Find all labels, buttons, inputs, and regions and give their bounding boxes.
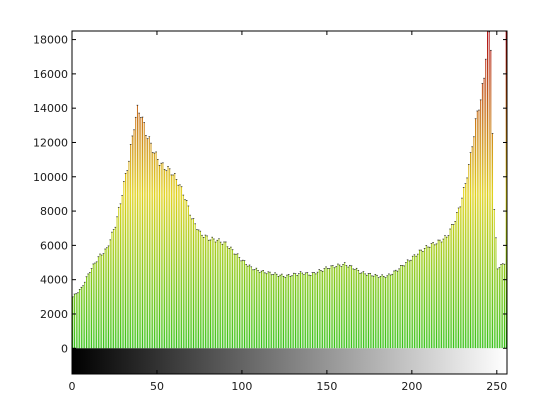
- x-tick-label: 150: [316, 380, 337, 393]
- y-tick-label: 12000: [33, 136, 68, 149]
- y-tick-label: 8000: [40, 205, 68, 218]
- x-tick-label: 100: [231, 380, 252, 393]
- x-axis-ticks: 0 50 100 150 200 250: [69, 31, 507, 393]
- plot-frame: [71, 30, 508, 375]
- plot-area-border: [71, 30, 508, 375]
- x-tick-label: 200: [401, 380, 422, 393]
- y-axis-ticks: 0 2000 4000 6000 8000 10000 12000 14000 16000 180…: [33, 34, 507, 355]
- intensity-gradient-bar: [72, 348, 507, 374]
- y-tick-label: 16000: [33, 68, 68, 81]
- x-tick-label: 0: [69, 380, 76, 393]
- y-tick-label: 0: [61, 342, 68, 355]
- x-tick-label: 50: [150, 380, 164, 393]
- y-tick-label: 2000: [40, 308, 68, 321]
- y-tick-label: 18000: [33, 34, 68, 47]
- y-tick-label: 6000: [40, 239, 68, 252]
- histogram-bars: [72, 30, 507, 349]
- y-tick-label: 10000: [33, 171, 68, 184]
- y-tick-label: 4000: [40, 274, 68, 287]
- x-tick-label: 250: [486, 380, 507, 393]
- intensity-gradient-strip: [72, 348, 507, 374]
- y-tick-label: 14000: [33, 102, 68, 115]
